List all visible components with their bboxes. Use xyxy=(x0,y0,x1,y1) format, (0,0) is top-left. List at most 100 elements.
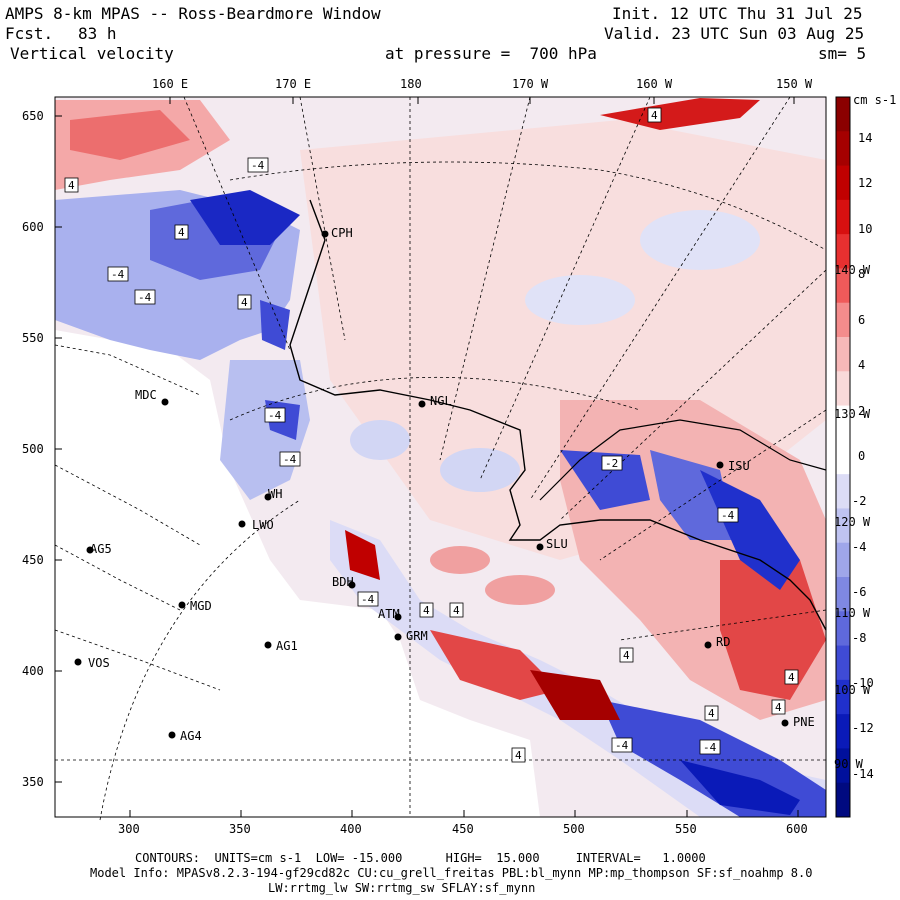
colorbar-label: -4 xyxy=(852,540,867,554)
station-dot xyxy=(74,658,82,666)
colorbar xyxy=(835,96,851,818)
station-label: MDC xyxy=(135,388,157,402)
colorbar-swatch xyxy=(836,782,850,818)
contour-label: 4 xyxy=(623,649,630,662)
graticule xyxy=(54,96,827,821)
colorbar-swatch xyxy=(836,474,850,509)
contour-label-box xyxy=(247,157,269,173)
contour-labels: 4 4 4 -4 -4 -4 4 -4 -4 4 4 4 4 -4 -4 4 4 -4 -2 -4 4 xyxy=(64,107,799,763)
contour-label: -2 xyxy=(605,457,618,470)
right-lon-label: 90 W xyxy=(834,757,863,771)
colorbar-label: 12 xyxy=(858,176,873,190)
colorbar-label: -6 xyxy=(852,585,867,599)
colorbar-label: 4 xyxy=(858,358,866,372)
contour-label-box xyxy=(771,699,786,715)
right-lon-label: 110 W xyxy=(834,606,871,620)
pressure-level: at pressure = 700 hPa xyxy=(385,44,597,63)
y-tick-label: 450 xyxy=(22,553,44,567)
colorbar-label: -10 xyxy=(852,676,874,690)
station-dot xyxy=(264,641,272,649)
x-tick-label: 550 xyxy=(675,822,697,836)
contour-label: -4 xyxy=(111,268,125,281)
physics-info: LW:rrtmg_lw SW:rrtmg_sw SFLAY:sf_mynn xyxy=(268,881,536,895)
station-label: AG4 xyxy=(180,729,202,743)
coastline xyxy=(289,199,827,631)
colorbar-frame xyxy=(835,96,851,818)
colorbar-swatch xyxy=(836,611,850,647)
forecast-label: Fcst. xyxy=(5,24,54,43)
forecast-hour: 83 h xyxy=(78,24,117,43)
station-label: NGL xyxy=(430,394,452,408)
station-dot xyxy=(168,731,176,739)
station-dot xyxy=(394,613,402,621)
contour-label: -4 xyxy=(251,159,265,172)
x-tick-label: 300 xyxy=(118,822,140,836)
contour-label-box xyxy=(64,177,79,193)
plot-frame xyxy=(54,96,827,818)
top-lon-label: 170 W xyxy=(512,77,549,91)
station-markers xyxy=(74,230,789,739)
colorbar-label: 8 xyxy=(858,267,866,281)
station-dot xyxy=(536,543,544,551)
contour-label: -4 xyxy=(615,739,629,752)
station-dot xyxy=(238,520,246,528)
y-tick-label: 500 xyxy=(22,442,44,456)
colorbar-swatch xyxy=(836,371,850,407)
colorbar-label: -2 xyxy=(852,494,867,508)
colorbar-swatch xyxy=(836,234,850,269)
station-label: LWO xyxy=(252,518,274,532)
station-label: WH xyxy=(268,487,283,501)
colorbar-swatch xyxy=(836,542,850,578)
station-label: AG1 xyxy=(276,639,298,653)
colorbar-swatch xyxy=(836,97,850,132)
colorbar-swatch xyxy=(836,199,850,235)
contour-label-box xyxy=(449,602,464,618)
colorbar-label: 10 xyxy=(858,222,873,236)
contour-label-box xyxy=(611,737,633,753)
top-lon-label: 160 W xyxy=(636,77,673,91)
top-lon-label: 150 W xyxy=(776,77,813,91)
colorbar-label: -8 xyxy=(852,631,867,645)
station-label: BDH xyxy=(332,575,354,589)
station-dot xyxy=(716,461,724,469)
contour-label: -4 xyxy=(283,453,297,466)
x-tick-label: 500 xyxy=(563,822,585,836)
station-dot xyxy=(704,641,712,649)
vertical-velocity-field xyxy=(55,98,826,817)
colorbar-swatch xyxy=(836,165,850,201)
contour-label-box xyxy=(647,107,662,123)
contour-label-box xyxy=(237,294,252,310)
contour-label: 4 xyxy=(68,179,75,192)
colorbar-swatch xyxy=(836,508,850,544)
contour-label-box xyxy=(264,407,286,423)
right-lon-label: 120 W xyxy=(834,515,871,529)
contour-label-box xyxy=(134,289,156,305)
colorbar-swatch xyxy=(836,268,850,304)
station-label: PNE xyxy=(793,715,815,729)
y-tick-label: 350 xyxy=(22,775,44,789)
colorbar-label: -12 xyxy=(852,721,874,735)
station-label: RD xyxy=(716,635,731,649)
contour-label: 4 xyxy=(423,604,430,617)
station-dot xyxy=(161,398,169,406)
contour-label: -4 xyxy=(721,509,735,522)
contour-label: 4 xyxy=(241,296,248,309)
contour-label-box xyxy=(619,647,634,663)
station-label: ATM xyxy=(378,607,400,621)
contour-label-box xyxy=(279,451,301,467)
colorbar-label: 0 xyxy=(858,449,866,463)
axis-ticks xyxy=(55,97,799,817)
model-info: Model Info: MPASv8.2.3-194-gf29cd82c CU:… xyxy=(90,866,813,880)
top-lon-label: 170 E xyxy=(275,77,312,91)
station-label: ISU xyxy=(728,459,750,473)
colorbar-swatch xyxy=(836,714,850,749)
contours-info: CONTOURS: UNITS=cm s-1 LOW= -15.000 HIGH… xyxy=(135,851,706,865)
colorbar-units: cm s-1 xyxy=(853,93,897,107)
y-tick-label: 650 xyxy=(22,109,44,123)
contour-label-box xyxy=(699,739,721,755)
contour-label-box xyxy=(511,747,526,763)
x-tick-label: 350 xyxy=(229,822,251,836)
station-label: MGD xyxy=(190,599,212,613)
contour-label-box xyxy=(784,669,799,685)
station-dot xyxy=(348,581,356,589)
